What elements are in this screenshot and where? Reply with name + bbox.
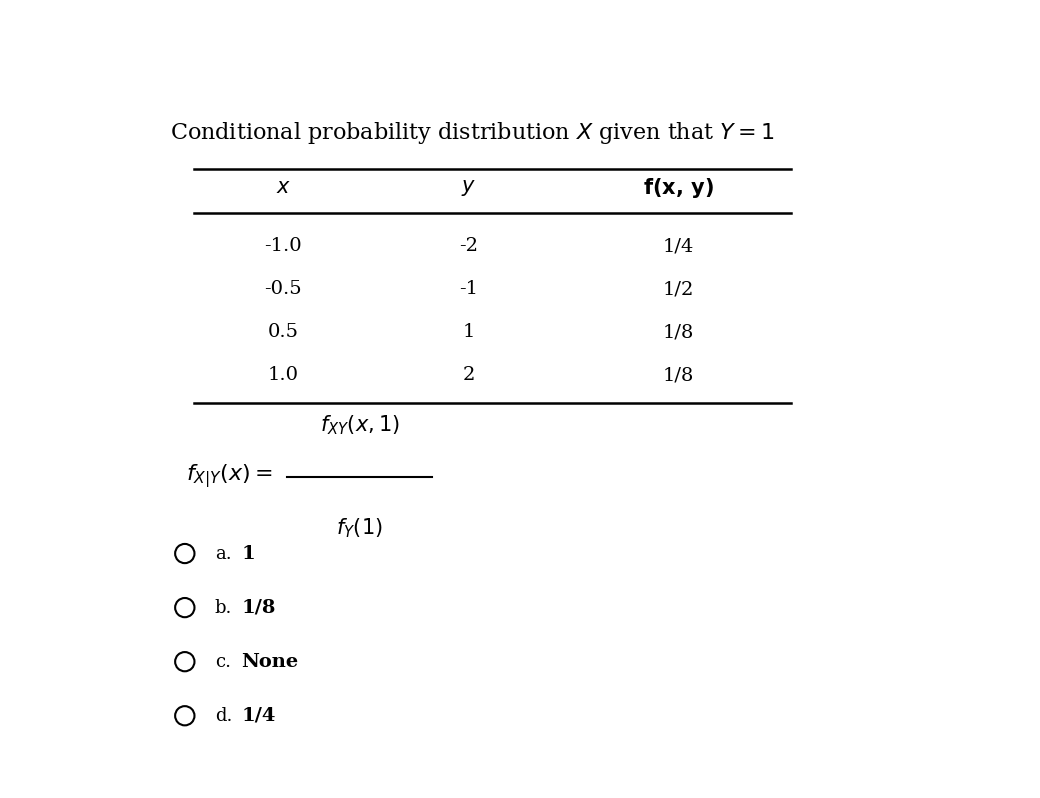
Text: $f_Y(1)$: $f_Y(1)$ — [336, 516, 383, 540]
Text: $\mathbf{f(x,\,y)}$: $\mathbf{f(x,\,y)}$ — [643, 176, 713, 200]
Text: -0.5: -0.5 — [264, 280, 302, 298]
Text: c.: c. — [214, 653, 231, 670]
Text: Conditional probability distribution $X$ given that $Y = 1$: Conditional probability distribution $X$… — [171, 120, 775, 146]
Text: None: None — [241, 653, 298, 670]
Text: 1/8: 1/8 — [662, 366, 694, 385]
Text: 1.0: 1.0 — [267, 366, 298, 385]
Text: -1.0: -1.0 — [264, 237, 302, 255]
Text: 1/8: 1/8 — [241, 598, 276, 617]
Text: $f_{X|Y}(x) = $: $f_{X|Y}(x) = $ — [186, 463, 274, 491]
Text: $f_{XY}(x, 1)$: $f_{XY}(x, 1)$ — [320, 413, 399, 437]
Text: b.: b. — [214, 598, 232, 617]
Text: -1: -1 — [459, 280, 478, 298]
Text: 1/4: 1/4 — [662, 237, 694, 255]
Text: $y$: $y$ — [461, 178, 476, 198]
Text: -2: -2 — [459, 237, 478, 255]
Text: 1/2: 1/2 — [662, 280, 694, 298]
Text: d.: d. — [214, 707, 232, 725]
Text: a.: a. — [214, 544, 231, 563]
Text: 1/8: 1/8 — [662, 323, 694, 342]
Text: 2: 2 — [463, 366, 474, 385]
Text: $x$: $x$ — [276, 179, 290, 197]
Text: 1/4: 1/4 — [241, 707, 276, 725]
Text: 0.5: 0.5 — [267, 323, 298, 342]
Text: 1: 1 — [241, 544, 255, 563]
Text: 1: 1 — [463, 323, 474, 342]
